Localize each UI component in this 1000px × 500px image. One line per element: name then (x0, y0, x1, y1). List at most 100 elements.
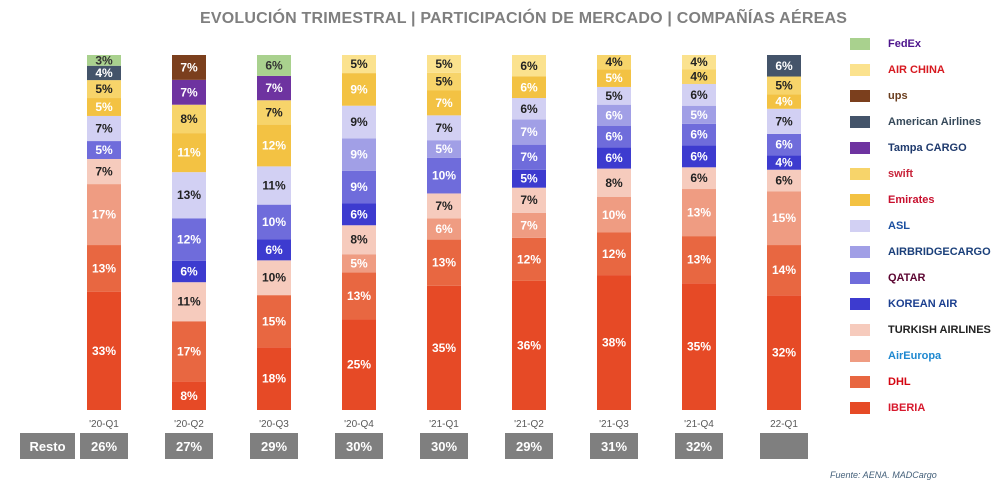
bar-segment (682, 236, 716, 284)
bar-segment (427, 72, 461, 91)
data-label: 7% (775, 114, 793, 128)
bar-segment (512, 187, 546, 213)
bar-segment (257, 75, 291, 101)
bar-segment (257, 295, 291, 348)
data-label: 7% (180, 85, 198, 99)
legend-swatch (850, 298, 870, 310)
legend-item: AIR CHINA (850, 58, 945, 82)
bar-segment (342, 55, 376, 74)
data-label: 10% (262, 271, 286, 285)
bar-segment (342, 272, 376, 320)
data-label: 6% (775, 138, 793, 152)
data-label: 6% (350, 207, 368, 221)
bar-segment (257, 347, 291, 410)
data-label: 13% (432, 256, 456, 270)
data-label: 11% (177, 146, 201, 160)
resto-value: 30% (335, 433, 383, 459)
bar-segment (257, 124, 291, 167)
bar-segment (682, 189, 716, 237)
bar-segment (512, 144, 546, 170)
airline-logo: AIR CHINA (888, 64, 945, 76)
data-label: 6% (265, 58, 283, 72)
bar-segment (512, 55, 546, 77)
airline-logo: ASL (888, 220, 910, 232)
legend-item: AIRBRIDGECARGO (850, 240, 991, 264)
bar-segment (597, 168, 631, 197)
bar-segment (87, 55, 121, 66)
bar-segment (597, 232, 631, 276)
bar-segment (427, 55, 461, 73)
bar-segment (512, 169, 546, 188)
bar-segment (172, 133, 206, 173)
legend-swatch (850, 402, 870, 414)
bar-segment (427, 115, 461, 141)
data-label: 6% (775, 174, 793, 188)
bar-segment (767, 155, 801, 170)
data-label: 17% (92, 208, 116, 222)
bar-segment (597, 104, 631, 126)
airline-logo: FedEx (888, 38, 922, 50)
data-label: 5% (350, 57, 368, 71)
bar-segment (342, 138, 376, 171)
legend-swatch (850, 324, 870, 336)
data-label: 7% (95, 165, 113, 179)
data-label: 36% (517, 338, 541, 352)
data-label: 12% (262, 138, 286, 152)
bar-segment (512, 119, 546, 145)
data-label: 4% (95, 66, 113, 80)
bar-segment (427, 90, 461, 116)
bar-segment (87, 184, 121, 246)
legend-swatch (850, 350, 870, 362)
airline-logo: TURKISH AIRLINES (888, 324, 991, 336)
data-label: 5% (520, 172, 538, 186)
airline-logo: QATAR (888, 272, 926, 284)
bar-segment (257, 204, 291, 240)
data-label: 11% (262, 179, 286, 193)
data-label: 6% (690, 149, 708, 163)
x-tick-label: '21-Q4 (684, 419, 714, 430)
x-tick-label: '20-Q2 (174, 419, 204, 430)
data-label: 5% (690, 108, 708, 122)
bar-segment (512, 237, 546, 281)
data-label: 12% (177, 233, 201, 247)
data-label: 6% (605, 108, 623, 122)
data-label: 7% (265, 105, 283, 119)
data-label: 35% (687, 340, 711, 354)
data-label: 4% (605, 55, 623, 69)
data-label: 5% (435, 57, 453, 71)
chart-title: EVOLUCIÓN TRIMESTRAL | PARTICIPACIÓN DE … (200, 10, 848, 27)
legend-item: swift (850, 162, 913, 186)
data-label: 7% (520, 218, 538, 232)
bar-segment (767, 191, 801, 246)
bar-segment (342, 170, 376, 204)
data-label: 7% (265, 81, 283, 95)
bar-segment (342, 319, 376, 410)
bar-segment (682, 105, 716, 124)
data-label: 7% (435, 199, 453, 213)
data-label: 6% (520, 59, 538, 73)
bar-segment (172, 79, 206, 105)
bar-segment (682, 145, 716, 168)
data-label: 25% (347, 358, 371, 372)
data-label: 6% (690, 88, 708, 102)
data-label: 5% (605, 71, 623, 85)
legend-item: KOREAN AIR (850, 292, 957, 316)
bar-segment (257, 55, 291, 76)
data-label: 13% (687, 253, 711, 267)
legend-item: ups (850, 84, 908, 108)
data-label: 12% (602, 247, 626, 261)
data-label: 7% (180, 60, 198, 74)
data-label: 7% (435, 121, 453, 135)
bar-segment (427, 193, 461, 219)
data-label: 5% (435, 75, 453, 89)
bar-segment (172, 172, 206, 219)
data-label: 10% (262, 215, 286, 229)
legend-item: American Airlines (850, 110, 981, 134)
legend-swatch (850, 168, 870, 180)
bar-segment (172, 55, 206, 80)
resto-value (760, 433, 808, 459)
data-label: 13% (92, 261, 116, 275)
x-tick-label: 22-Q1 (770, 419, 798, 430)
data-label: 6% (520, 80, 538, 94)
